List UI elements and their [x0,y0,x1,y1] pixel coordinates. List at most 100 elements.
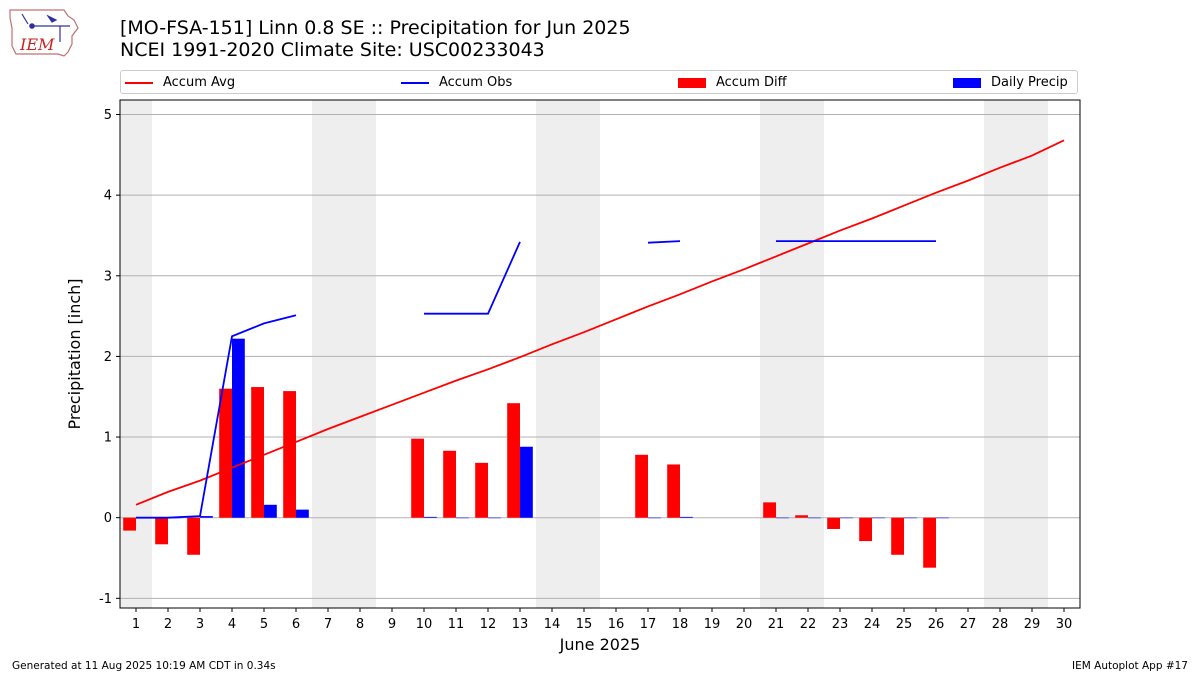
accum-diff-bar [827,517,840,529]
legend-item-accum-avg: Accum Avg [125,74,235,92]
daily-precip-bar [488,517,501,519]
weather-station-icon [21,13,70,42]
accum-obs-line [424,241,521,315]
accum-obs-line [647,240,681,244]
plot-frame [119,99,1081,609]
accum-diff-bar [667,464,680,518]
x-tick-label: 5 [260,617,268,632]
generated-timestamp: Generated at 11 Aug 2025 10:19 AM CDT in… [12,660,276,672]
x-tick-label: 2 [164,617,172,632]
weekend-shade [120,100,152,608]
y-tick-label: 1 [104,431,112,446]
accum-diff-bar [507,403,520,518]
y-tick-label: 3 [104,269,112,284]
daily-precip-bar [232,338,245,518]
daily-precip-bar [296,509,309,518]
x-tick-label: 26 [928,617,945,632]
accum-diff-bar [859,517,872,542]
daily-precip-bar [168,517,181,519]
weekend-shade [568,100,600,608]
accum-diff-bar [187,517,200,555]
x-tick-label: 10 [416,617,433,632]
app-credit: IEM Autoplot App #17 [1072,660,1188,672]
x-tick-label: 4 [228,617,236,632]
accum-diff-bar [155,517,168,545]
accum-diff-bar [123,517,136,531]
daily-precip-bar [776,517,789,519]
weekend-shade [312,100,344,608]
weekend-shade [344,100,376,608]
legend-swatch [678,77,706,88]
x-tick-label: 25 [896,617,913,632]
x-tick-label: 23 [832,617,849,632]
daily-precip-bar [872,517,885,519]
legend-swatch [953,77,981,88]
chart-legend: Accum Avg Accum Obs Accum Diff Daily Pre… [120,70,1078,94]
daily-precip-bar [840,517,853,519]
x-tick-label: 14 [544,617,561,632]
legend-label: Accum Diff [716,75,787,90]
x-axis-label: June 2025 [559,635,641,654]
accum-diff-bar [923,517,936,568]
iem-logo-text: IEM [19,35,55,54]
y-tick-label: -1 [99,592,112,607]
weekend-shade [984,100,1016,608]
x-tick-label: 3 [196,617,204,632]
x-tick-label: 30 [1056,617,1073,632]
legend-item-accum-diff: Accum Diff [678,74,787,92]
iem-logo: IEM [9,9,79,57]
accum-diff-bar [795,515,808,518]
x-tick-label: 22 [800,617,817,632]
x-tick-label: 19 [704,617,721,632]
y-tick-label: 5 [104,108,112,123]
chart-subtitle: NCEI 1991-2020 Climate Site: USC00233043 [120,39,545,61]
daily-precip-bar [936,517,949,519]
x-tick-label: 11 [448,617,465,632]
y-tick-label: 4 [104,189,112,204]
x-tick-label: 28 [992,617,1009,632]
x-tick-label: 29 [1024,617,1041,632]
x-tick-label: 8 [356,617,364,632]
accum-diff-bar [475,462,488,518]
x-tick-label: 7 [324,617,332,632]
accum-obs-line [136,314,297,519]
x-tick-label: 13 [512,617,529,632]
x-tick-label: 16 [608,617,625,632]
x-tick-label: 21 [768,617,785,632]
accum-diff-bar [411,438,424,518]
x-tick-label: 6 [292,617,300,632]
accum-diff-bar [891,517,904,555]
x-tick-label: 18 [672,617,689,632]
x-tick-label: 24 [864,617,881,632]
weekend-shade [792,100,824,608]
legend-swatch [401,81,429,84]
accum-diff-bar [763,502,776,518]
daily-precip-bar [808,517,821,519]
x-tick-label: 17 [640,617,657,632]
daily-precip-bar [136,517,149,519]
accum-diff-bar [251,387,264,518]
daily-precip-bar [520,446,533,518]
x-tick-label: 15 [576,617,593,632]
accum-diff-bar [219,388,232,518]
accum-diff-bar [635,454,648,518]
legend-label: Accum Obs [439,75,513,90]
legend-item-accum-obs: Accum Obs [401,74,512,92]
x-tick-label: 9 [388,617,396,632]
daily-precip-bar [904,517,917,519]
x-tick-label: 27 [960,617,977,632]
weekend-shade [1016,100,1048,608]
chart-title: [MO-FSA-151] Linn 0.8 SE :: Precipitatio… [120,17,631,39]
daily-precip-bar [648,517,661,519]
daily-precip-bar [456,517,469,519]
daily-precip-bar [424,516,437,518]
legend-label: Accum Avg [163,75,236,90]
y-tick-label: 0 [104,511,112,526]
weekend-shade [760,100,792,608]
y-tick-label: 2 [104,350,112,365]
daily-precip-bar [264,504,277,518]
x-tick-label: 20 [736,617,753,632]
x-tick-label: 1 [132,617,140,632]
accum-diff-bar [283,391,296,518]
